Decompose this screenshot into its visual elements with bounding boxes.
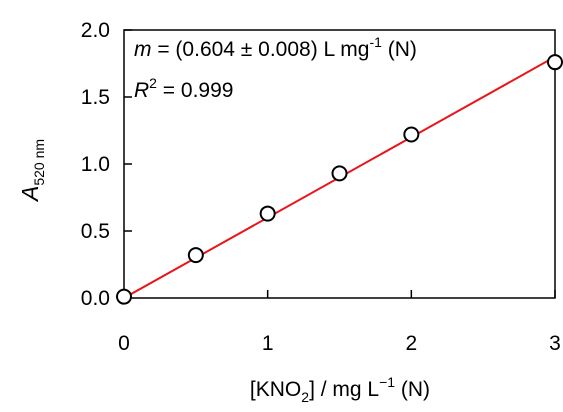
data-point [403, 126, 420, 143]
text-part: A [17, 186, 43, 203]
text-part: −1 [379, 374, 395, 390]
text-part: = (0.604 ± 0.008) L mg [152, 38, 370, 61]
text-part: 520 nm [31, 139, 47, 186]
text-part: (N) [395, 378, 430, 401]
text-part: = 0.999 [157, 79, 233, 102]
y-tick-label: 0.5 [81, 220, 110, 243]
data-point [547, 54, 563, 71]
text-part: R [134, 79, 149, 102]
text-part: [KNO [250, 378, 301, 401]
text-part: 2 [149, 75, 157, 91]
slope-annotation: m = (0.604 ± 0.008) L mg-1 (N) [134, 34, 417, 61]
x-axis-label: [KNO2] / mg L−1 (N) [250, 374, 430, 405]
y-tick-label: 1.5 [81, 86, 110, 109]
text-part: (N) [382, 38, 417, 61]
r2-annotation: R2 = 0.999 [134, 75, 233, 102]
x-tick-label: 1 [262, 332, 274, 355]
y-tick-label: 2.0 [81, 19, 110, 42]
y-axis-label: A520 nm [17, 139, 47, 203]
text-part: 2 [301, 389, 309, 405]
data-point [116, 288, 132, 305]
data-point [331, 165, 348, 182]
text-part: m [134, 38, 152, 61]
data-point [187, 247, 204, 264]
y-tick-label: 1.0 [81, 153, 110, 176]
data-point [259, 205, 276, 222]
y-tick-label: 0.0 [81, 287, 110, 310]
x-tick-label: 2 [405, 332, 417, 355]
text-part: -1 [369, 34, 382, 50]
text-part: ] / mg L [309, 378, 379, 401]
x-tick-label: 3 [549, 332, 561, 355]
x-tick-label: 0 [118, 332, 130, 355]
